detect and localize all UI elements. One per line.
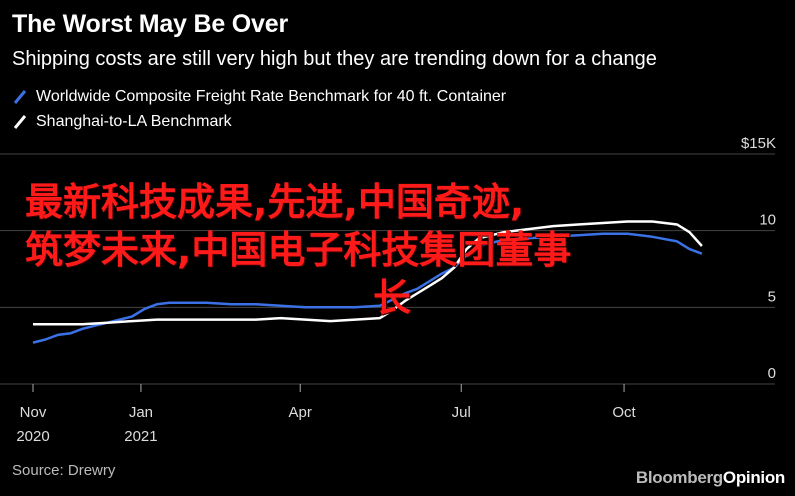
chart-title: The Worst May Be Over — [12, 10, 288, 38]
source-note: Source: Drewry — [12, 462, 116, 479]
brand-logo: BloombergOpinion — [636, 468, 785, 488]
y-tick-label: 5 — [768, 288, 776, 305]
chart-subtitle: Shipping costs are still very high but t… — [12, 48, 657, 70]
legend-item-worldwide: Worldwide Composite Freight Rate Benchma… — [12, 88, 506, 106]
x-tick-label: Apr — [289, 404, 312, 421]
series-line-worldwide — [32, 232, 703, 344]
brand-suffix: Opinion — [722, 468, 785, 487]
y-tick-label: 10 — [759, 212, 776, 229]
x-tick-sublabel: 2021 — [124, 428, 157, 445]
series-line-shanghai — [33, 220, 703, 326]
y-tick-label: $15K — [741, 135, 776, 152]
legend-swatch-white-icon — [13, 115, 27, 129]
brand-name: Bloomberg — [635, 468, 723, 487]
x-tick-label: Oct — [612, 404, 636, 421]
legend-item-shanghai: Shanghai-to-LA Benchmark — [12, 113, 232, 131]
legend-label-shanghai: Shanghai-to-LA Benchmark — [36, 113, 232, 130]
legend-swatch-blue-icon — [13, 90, 27, 104]
x-tick-label: Jul — [452, 404, 471, 421]
y-tick-label: 0 — [768, 365, 776, 382]
x-tick-sublabel: 2020 — [16, 428, 49, 445]
legend-label-worldwide: Worldwide Composite Freight Rate Benchma… — [36, 88, 507, 105]
x-tick-label: Nov — [20, 404, 47, 421]
x-tick-label: Jan — [129, 404, 153, 421]
